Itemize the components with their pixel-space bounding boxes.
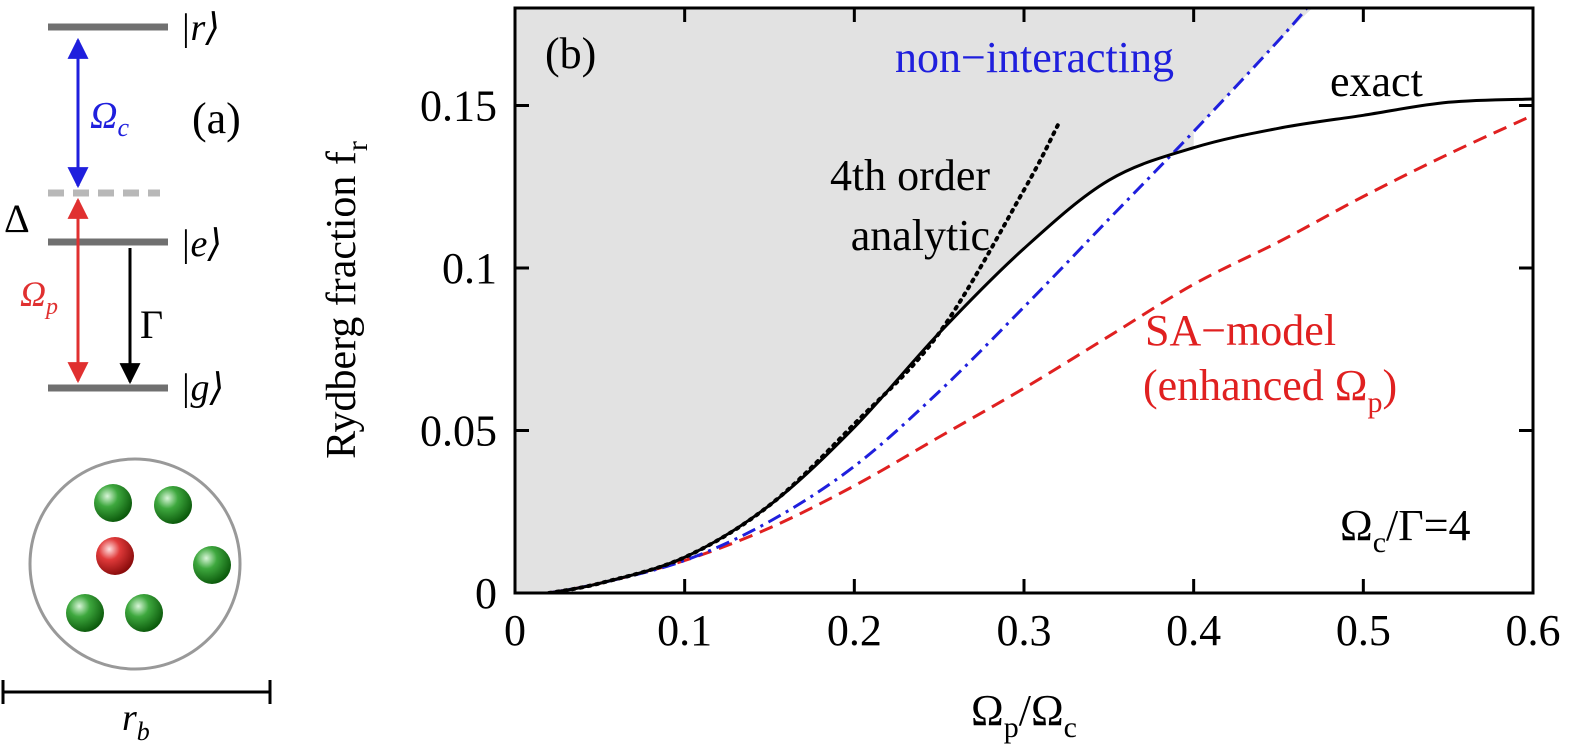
- panel-b-label: (b): [545, 29, 596, 78]
- series-layer: [546, 8, 1533, 593]
- y-tick-label: 0.05: [420, 407, 497, 456]
- x-tick-label: 0.5: [1336, 606, 1391, 655]
- ground-atom: [125, 594, 163, 632]
- level-r-label: |r⟩: [180, 7, 220, 49]
- x-tick-label: 0.3: [997, 606, 1052, 655]
- x-tick-label: 0.6: [1506, 606, 1561, 655]
- panel-a-label: (a): [192, 94, 241, 143]
- y-axis-label: Rydberg fraction fr: [319, 141, 374, 459]
- y-tick-label: 0: [475, 569, 497, 618]
- annotation-sa-line2: (enhanced Ωp): [1143, 361, 1397, 419]
- x-axis-label: Ωp/Ωc: [971, 686, 1077, 744]
- x-tick-label: 0.4: [1166, 606, 1221, 655]
- annotation-non-interacting: non−interacting: [895, 33, 1174, 82]
- y-tick-label: 0.1: [442, 244, 497, 293]
- ground-atom: [94, 484, 132, 522]
- annotation-ratio: Ωc/Γ=4: [1340, 501, 1471, 559]
- y-tick-label: 0.15: [420, 82, 497, 131]
- omega-p-label: Ωp: [20, 274, 58, 320]
- annotation-analytic-line1: 4th order: [830, 151, 990, 200]
- shaded-region: [515, 8, 1313, 593]
- level-g-label: |g⟩: [180, 367, 224, 409]
- rydberg-atom: [96, 537, 134, 575]
- blockade-radius-label: rb: [122, 697, 150, 746]
- annotation-sa-line1: SA−model: [1145, 306, 1336, 355]
- x-tick-label: 0.1: [657, 606, 712, 655]
- x-tick-label: 0.2: [827, 606, 882, 655]
- x-tick-label: 0: [504, 606, 526, 655]
- series-non-interacting: [548, 8, 1309, 593]
- ground-atom: [66, 594, 104, 632]
- panel-b: 0 0.1 0.2 0.3 0.4 0.5 0.6 0 0.05 0.1 0.15 (b) non−…: [319, 6, 1561, 744]
- series-exact: [548, 97, 1533, 593]
- panel-a: |r⟩ |e⟩ |g⟩ (a) Ωc Ωp Δ Γ rb: [1, 7, 272, 746]
- blockade-sphere: [28, 457, 242, 671]
- annotation-exact: exact: [1330, 57, 1423, 106]
- omega-c-label: Ωc: [90, 95, 129, 142]
- gamma-label: Γ: [140, 302, 163, 347]
- level-e-label: |e⟩: [180, 223, 222, 265]
- delta-label: Δ: [4, 196, 30, 241]
- axis-ticks: 0 0.1 0.2 0.3 0.4 0.5 0.6 0 0.05 0.1 0.15: [420, 8, 1561, 655]
- ground-atom: [154, 486, 192, 524]
- annotation-analytic-line2: analytic: [851, 211, 990, 260]
- ground-atom: [193, 546, 231, 584]
